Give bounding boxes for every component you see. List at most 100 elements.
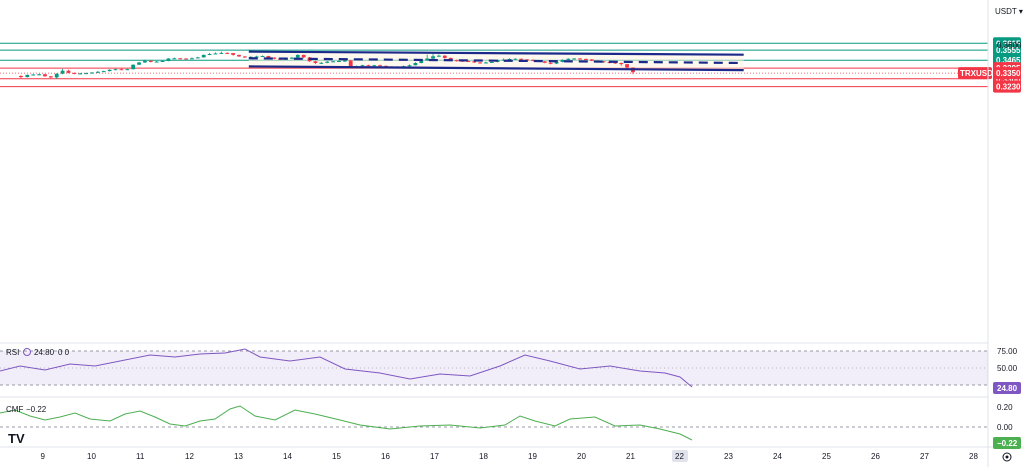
candle-body bbox=[90, 72, 94, 74]
candle-body bbox=[437, 55, 441, 57]
candle-body bbox=[31, 74, 36, 76]
candle-body bbox=[125, 69, 130, 71]
candle-body bbox=[60, 70, 65, 74]
candle bbox=[219, 51, 224, 54]
candle bbox=[66, 69, 71, 74]
candle-body bbox=[325, 61, 330, 63]
candle-body bbox=[589, 59, 594, 61]
candle-body bbox=[95, 71, 100, 73]
cmf-legend: CMF −0.22 bbox=[6, 405, 47, 414]
time-axis-label: 10 bbox=[87, 452, 96, 461]
level-badge-bg bbox=[993, 80, 1021, 93]
candle-body bbox=[272, 57, 277, 59]
rsi-value: 24.80 bbox=[34, 348, 55, 357]
rsi-line bbox=[0, 348, 693, 388]
candle-body bbox=[131, 64, 136, 70]
channel-upper-line[interactable] bbox=[248, 50, 744, 56]
channel-middle-line[interactable] bbox=[248, 57, 744, 65]
settings-gear-icon[interactable] bbox=[1002, 452, 1012, 462]
candle-body bbox=[43, 74, 47, 77]
time-axis-label: 14 bbox=[283, 452, 292, 461]
candle bbox=[431, 54, 435, 60]
candle-body bbox=[501, 59, 506, 61]
time-axis-label: 26 bbox=[871, 452, 880, 461]
time-axis-label: 28 bbox=[969, 452, 978, 461]
cmf-tick-label: 0.00 bbox=[997, 423, 1013, 432]
candle-body bbox=[313, 61, 318, 64]
time-axis-label: 15 bbox=[332, 452, 341, 461]
gear-inner bbox=[1005, 455, 1009, 459]
candle bbox=[619, 62, 624, 66]
candle bbox=[184, 58, 188, 60]
candle-body bbox=[331, 61, 335, 63]
cmf-label: CMF bbox=[6, 405, 23, 414]
candle-body bbox=[442, 55, 447, 58]
candle-body bbox=[319, 62, 324, 64]
rsi-tick-label: 75.00 bbox=[997, 347, 1018, 356]
candle bbox=[513, 58, 518, 60]
candle-body bbox=[166, 58, 171, 61]
candle bbox=[113, 68, 118, 71]
candle-body bbox=[478, 62, 482, 64]
candle bbox=[160, 60, 165, 62]
candle bbox=[531, 59, 535, 62]
candle-body bbox=[290, 57, 294, 59]
candle bbox=[589, 58, 594, 62]
candle-body bbox=[172, 58, 177, 60]
candle bbox=[478, 61, 482, 64]
time-axis-label: 19 bbox=[528, 452, 537, 461]
candle bbox=[290, 57, 294, 60]
candle bbox=[225, 52, 230, 55]
candle-body bbox=[231, 53, 236, 55]
candle bbox=[242, 56, 247, 58]
candle-body bbox=[372, 65, 377, 67]
candle bbox=[72, 72, 77, 75]
candle bbox=[372, 64, 377, 67]
cmf-line bbox=[0, 405, 693, 441]
candle-body bbox=[78, 73, 83, 75]
candle-body bbox=[531, 59, 535, 61]
candle-body bbox=[254, 56, 259, 58]
candle-body bbox=[584, 58, 588, 60]
candle-body bbox=[107, 69, 112, 72]
time-axis-label: 12 bbox=[185, 452, 194, 461]
candle-body bbox=[578, 58, 582, 60]
candle bbox=[584, 58, 588, 60]
rsi-legend: RSI 24.80 0 0 bbox=[6, 348, 70, 357]
candle-body bbox=[143, 60, 147, 63]
level-badge: 0.3230 bbox=[993, 80, 1021, 93]
candle bbox=[154, 60, 159, 63]
candle bbox=[260, 55, 265, 58]
candle-body bbox=[360, 65, 365, 67]
candle bbox=[566, 58, 571, 61]
candle bbox=[19, 75, 23, 79]
level-badge-label: 0.3615 bbox=[996, 39, 1021, 48]
candle-body bbox=[407, 65, 412, 67]
time-axis-label: 20 bbox=[577, 452, 586, 461]
candle-body bbox=[213, 53, 218, 55]
candle-body bbox=[237, 54, 241, 57]
candle bbox=[143, 59, 147, 64]
candle-body bbox=[66, 70, 71, 73]
candle-body bbox=[219, 52, 224, 54]
time-axis-label: 16 bbox=[381, 452, 390, 461]
candle bbox=[101, 70, 106, 73]
rsi-value-badge: 24.80 bbox=[993, 382, 1021, 394]
candle-body bbox=[19, 75, 23, 78]
tradingview-logo-text: TV bbox=[8, 431, 25, 446]
candle-body bbox=[425, 58, 430, 61]
rsi-settings-icon[interactable] bbox=[23, 348, 31, 356]
candle bbox=[107, 69, 112, 72]
candle-body bbox=[548, 62, 553, 64]
candle-body bbox=[25, 74, 30, 78]
candle bbox=[213, 52, 218, 55]
candle bbox=[172, 57, 177, 60]
symbol-badge-label: TRXUSDT bbox=[960, 69, 998, 78]
currency-selector: USDT ▾ bbox=[995, 7, 1023, 16]
time-axis-label: 27 bbox=[920, 452, 929, 461]
channel-lower-line[interactable] bbox=[248, 65, 744, 72]
level-badge-bg bbox=[993, 44, 1021, 57]
candle bbox=[137, 61, 141, 66]
candle-body bbox=[625, 64, 629, 68]
